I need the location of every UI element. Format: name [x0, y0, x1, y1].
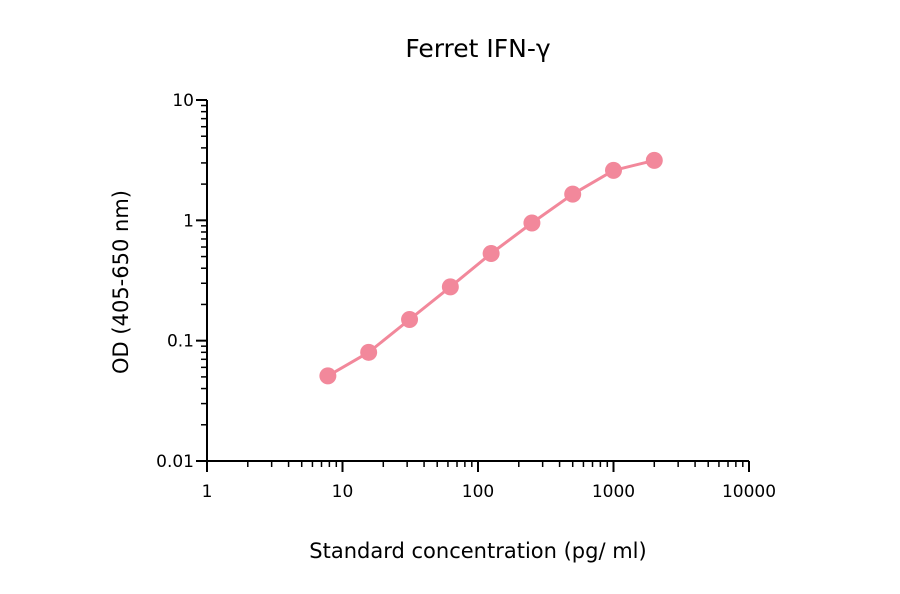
y-tick-label: 1 — [183, 211, 194, 231]
data-point — [401, 310, 419, 328]
axes: 1 10 100 1000 10000 0.01 0.1 1 10 — [156, 91, 776, 502]
y-tick-label: 0.1 — [167, 332, 194, 352]
x-tick-label: 1000 — [592, 482, 635, 502]
x-tick-label: 1 — [202, 482, 213, 502]
y-axis-label: OD (405-650 nm) — [109, 190, 133, 374]
x-tick-label: 10 — [332, 482, 354, 502]
data-point — [645, 151, 663, 169]
x-tick-label: 100 — [462, 482, 494, 502]
data-point — [523, 214, 541, 232]
series-line — [327, 158, 655, 378]
chart-title: Ferret IFN-γ — [405, 34, 551, 63]
x-tick-label: 10000 — [722, 482, 776, 502]
data-point — [441, 278, 459, 296]
plot-area — [319, 151, 663, 385]
data-point — [482, 245, 500, 263]
data-point — [564, 185, 582, 203]
data-point — [360, 343, 378, 361]
data-point — [319, 367, 337, 385]
x-axis-label: Standard concentration (pg/ ml) — [309, 539, 646, 563]
y-tick-label: 10 — [172, 91, 194, 111]
y-tick-label: 0.01 — [156, 452, 194, 472]
data-point — [605, 161, 622, 179]
